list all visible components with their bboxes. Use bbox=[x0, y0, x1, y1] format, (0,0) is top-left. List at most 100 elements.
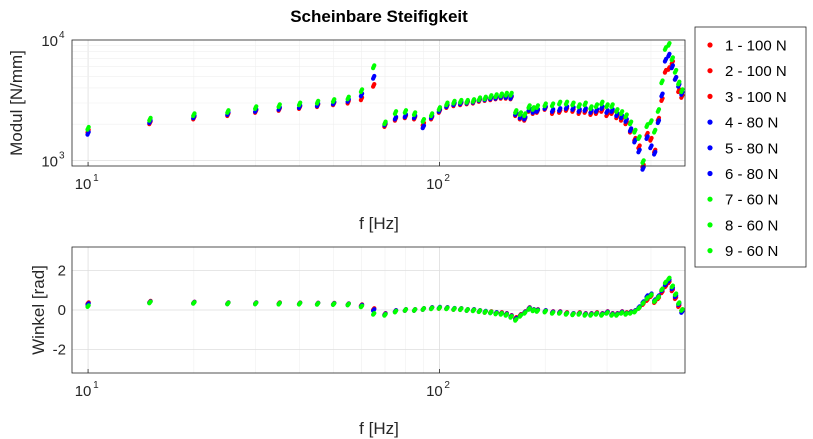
data-point bbox=[620, 310, 625, 315]
data-point bbox=[360, 87, 365, 92]
data-point bbox=[551, 101, 556, 106]
y-tick-label: 0 bbox=[58, 302, 66, 319]
data-point bbox=[437, 305, 443, 310]
data-point bbox=[637, 305, 642, 310]
data-point bbox=[641, 300, 646, 305]
y-tick-label: 2 bbox=[58, 263, 66, 280]
data-point bbox=[577, 311, 582, 316]
data-point bbox=[523, 111, 528, 116]
data-point bbox=[629, 126, 634, 131]
data-point bbox=[332, 97, 337, 102]
data-point bbox=[383, 119, 388, 124]
data-point bbox=[660, 286, 665, 291]
data-point bbox=[656, 118, 662, 123]
legend-marker bbox=[707, 222, 713, 228]
angle-plot-y-ticks: 2 0 -2 bbox=[53, 263, 66, 359]
data-point bbox=[298, 300, 303, 305]
data-point bbox=[543, 308, 548, 313]
modulus-plot-x-label: f [Hz] bbox=[359, 214, 399, 233]
data-point bbox=[421, 117, 427, 122]
data-point bbox=[383, 312, 388, 317]
data-point bbox=[192, 111, 197, 116]
angle-plot-x-ticks: 10 1 10 2 bbox=[75, 369, 450, 400]
data-point bbox=[523, 310, 528, 315]
modulus-plot-grid bbox=[71, 39, 686, 167]
data-point bbox=[421, 123, 427, 128]
data-point bbox=[509, 314, 514, 319]
data-point bbox=[600, 312, 605, 317]
data-point bbox=[499, 311, 504, 316]
data-point bbox=[680, 307, 685, 312]
legend-marker bbox=[707, 93, 713, 99]
data-point bbox=[589, 312, 594, 317]
data-point bbox=[403, 108, 409, 113]
x-tick-exponent: 2 bbox=[444, 380, 450, 391]
data-point bbox=[483, 94, 488, 99]
legend-entries: 1 - 100 N 2 - 100 N 3 - 100 N 4 - 80 N 5 - 8… bbox=[707, 38, 787, 260]
data-point bbox=[645, 130, 650, 136]
data-point bbox=[649, 143, 654, 148]
data-point bbox=[413, 307, 418, 312]
modulus-plot-x-ticks: 10 1 10 2 bbox=[75, 162, 450, 193]
data-point bbox=[148, 115, 153, 120]
data-point bbox=[624, 112, 629, 117]
data-point bbox=[670, 63, 676, 68]
data-point bbox=[226, 300, 231, 305]
angle-plot-frame bbox=[71, 246, 686, 374]
data-point bbox=[86, 124, 91, 130]
data-point bbox=[509, 90, 514, 95]
legend-marker bbox=[707, 119, 713, 125]
data-point bbox=[558, 310, 563, 315]
legend-label: 7 - 60 N bbox=[725, 192, 778, 209]
data-point bbox=[629, 119, 634, 124]
data-point bbox=[615, 312, 620, 317]
data-point bbox=[633, 127, 638, 132]
data-point bbox=[452, 98, 457, 103]
data-point bbox=[583, 312, 588, 317]
data-point bbox=[445, 305, 450, 310]
angle-plot-points bbox=[85, 275, 685, 323]
data-point bbox=[605, 102, 610, 107]
data-point bbox=[667, 51, 672, 56]
legend-label: 5 - 80 N bbox=[725, 140, 778, 157]
x-tick-exponent: 2 bbox=[444, 173, 450, 184]
data-point bbox=[413, 110, 418, 115]
data-point bbox=[346, 94, 351, 99]
angle-plot-grid bbox=[71, 247, 686, 373]
data-point bbox=[494, 92, 499, 97]
data-point bbox=[629, 310, 634, 315]
data-point bbox=[499, 91, 504, 96]
data-point bbox=[677, 79, 682, 84]
angle-plot-x-label: f [Hz] bbox=[359, 419, 399, 438]
legend-marker bbox=[707, 145, 713, 151]
data-point bbox=[472, 97, 477, 102]
chart-title: Scheinbare Steifigkeit bbox=[290, 7, 468, 26]
x-tick-label: 10 bbox=[75, 383, 92, 400]
y-tick-label: 10 bbox=[41, 153, 58, 170]
data-point bbox=[605, 310, 610, 315]
x-tick-label: 10 bbox=[426, 383, 443, 400]
data-point bbox=[610, 312, 615, 317]
data-point bbox=[316, 98, 321, 103]
data-point bbox=[452, 306, 457, 311]
data-point bbox=[316, 301, 321, 306]
legend-marker bbox=[707, 42, 713, 48]
data-point bbox=[670, 283, 676, 288]
data-point bbox=[624, 311, 629, 316]
data-point bbox=[605, 108, 610, 113]
x-tick-exponent: 1 bbox=[93, 173, 99, 184]
legend-marker bbox=[707, 248, 713, 254]
data-point bbox=[660, 78, 665, 83]
data-point bbox=[527, 306, 532, 311]
legend-marker bbox=[707, 170, 713, 177]
data-point bbox=[527, 103, 532, 108]
y-tick-label: -2 bbox=[53, 341, 66, 358]
data-point bbox=[465, 97, 470, 103]
data-point bbox=[610, 102, 615, 107]
data-point bbox=[346, 301, 351, 306]
angle-plot: 10 1 10 2 20-2 f [Hz] Winkel [rad] bbox=[29, 246, 686, 438]
legend-label: 9 - 60 N bbox=[725, 243, 778, 260]
data-point bbox=[472, 307, 477, 312]
data-point bbox=[670, 55, 676, 60]
